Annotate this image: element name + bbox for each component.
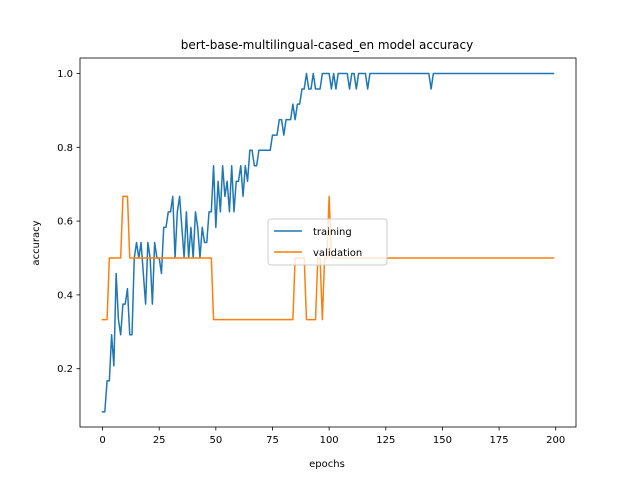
x-tick-label: 75	[266, 435, 279, 446]
chart-title: bert-base-multilingual-cased_en model ac…	[181, 38, 473, 52]
x-tick-label: 150	[433, 435, 452, 446]
y-tick-label: 0.6	[57, 217, 73, 228]
x-tick-label: 125	[376, 435, 395, 446]
y-tick-label: 1.0	[57, 69, 73, 80]
x-tick-label: 175	[490, 435, 509, 446]
x-tick-label: 50	[209, 435, 222, 446]
x-tick-label: 200	[546, 435, 565, 446]
legend: training validation	[268, 219, 387, 265]
y-axis-label: accuracy	[31, 220, 42, 265]
x-tick-label: 25	[153, 435, 166, 446]
y-tick-label: 0.2	[57, 364, 73, 375]
y-tick-label: 0.8	[57, 143, 73, 154]
x-axis-label: epochs	[309, 459, 345, 470]
legend-label-validation: validation	[313, 248, 362, 259]
legend-label-training: training	[313, 227, 352, 238]
x-tick-label: 0	[99, 435, 105, 446]
y-tick-label: 0.4	[57, 290, 73, 301]
x-tick-label: 100	[320, 435, 339, 446]
